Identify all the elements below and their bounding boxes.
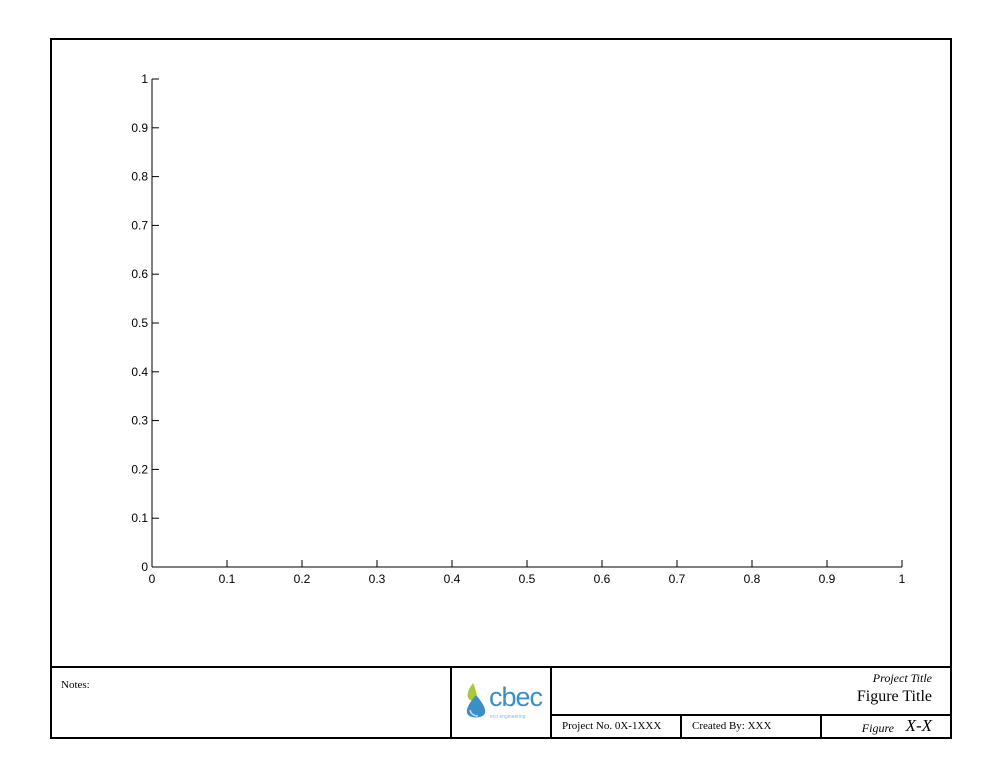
x-tick-label: 1: [899, 572, 906, 586]
x-tick-label: 0.4: [444, 572, 461, 586]
project-title: Project Title: [872, 671, 932, 685]
x-tick-label: 0.5: [519, 572, 536, 586]
logo-subtext: eco engineering: [490, 714, 526, 720]
x-tick-label: 0.6: [594, 572, 611, 586]
y-tick-label: 0.7: [131, 218, 148, 232]
axes: 0 0.1 0.2 0.3 0.4 0.5 0.6 0.7 0.8 0.9 1 0 0.1 0.2 0.3 0…: [131, 72, 905, 586]
logo-cell: cbec eco engineering: [452, 668, 552, 739]
x-tick-label: 0.9: [819, 572, 836, 586]
y-tick-label: 0.6: [131, 267, 148, 281]
y-tick-label: 0.4: [131, 365, 148, 379]
notes-cell: Notes:: [52, 668, 452, 739]
y-tick-label: 0.1: [131, 511, 148, 525]
title-block-bottom-row: Project No. 0X-1XXX Created By: XXX Figu…: [552, 714, 950, 741]
y-tick-label: 0.2: [131, 462, 148, 476]
x-tick-label: 0.8: [744, 572, 761, 586]
created-by-cell: Created By: XXX: [682, 716, 822, 739]
figure-title: Figure Title: [856, 688, 932, 705]
title-block: Notes: cbec eco engineering Project Titl…: [52, 666, 950, 739]
y-tick-label: 0.8: [131, 170, 148, 184]
y-tick-label: 0.5: [131, 316, 148, 330]
plot-area: 0 0.1 0.2 0.3 0.4 0.5 0.6 0.7 0.8 0.9 1 0 0.1 0.2 0.3 0…: [131, 72, 905, 586]
logo-text: cbec: [489, 682, 543, 712]
figure-word: Figure: [861, 721, 894, 735]
x-tick-label: 0.3: [369, 572, 386, 586]
info-cell: Project Title Figure Title Project No. 0…: [552, 668, 950, 739]
y-tick-label: 0.9: [131, 121, 148, 135]
y-tick-label: 0: [141, 560, 148, 574]
logo-drop-icon: [466, 683, 486, 718]
notes-label: Notes:: [61, 679, 90, 691]
figure-number-cell: Figure X-X: [822, 716, 950, 739]
x-tick-label: 0.7: [669, 572, 686, 586]
x-tick-label: 0.1: [219, 572, 236, 586]
figure-number: X-X: [905, 716, 932, 735]
project-no-cell: Project No. 0X-1XXX: [552, 716, 682, 739]
y-tick-label: 0.3: [131, 414, 148, 428]
created-by: Created By: XXX: [692, 720, 772, 732]
y-tick-label: 1: [141, 72, 148, 86]
figure-frame: 0 0.1 0.2 0.3 0.4 0.5 0.6 0.7 0.8 0.9 1 0 0.1 0.2 0.3 0…: [50, 38, 952, 739]
x-tick-label: 0: [149, 572, 156, 586]
x-tick-label: 0.2: [294, 572, 311, 586]
project-number: Project No. 0X-1XXX: [562, 720, 662, 732]
